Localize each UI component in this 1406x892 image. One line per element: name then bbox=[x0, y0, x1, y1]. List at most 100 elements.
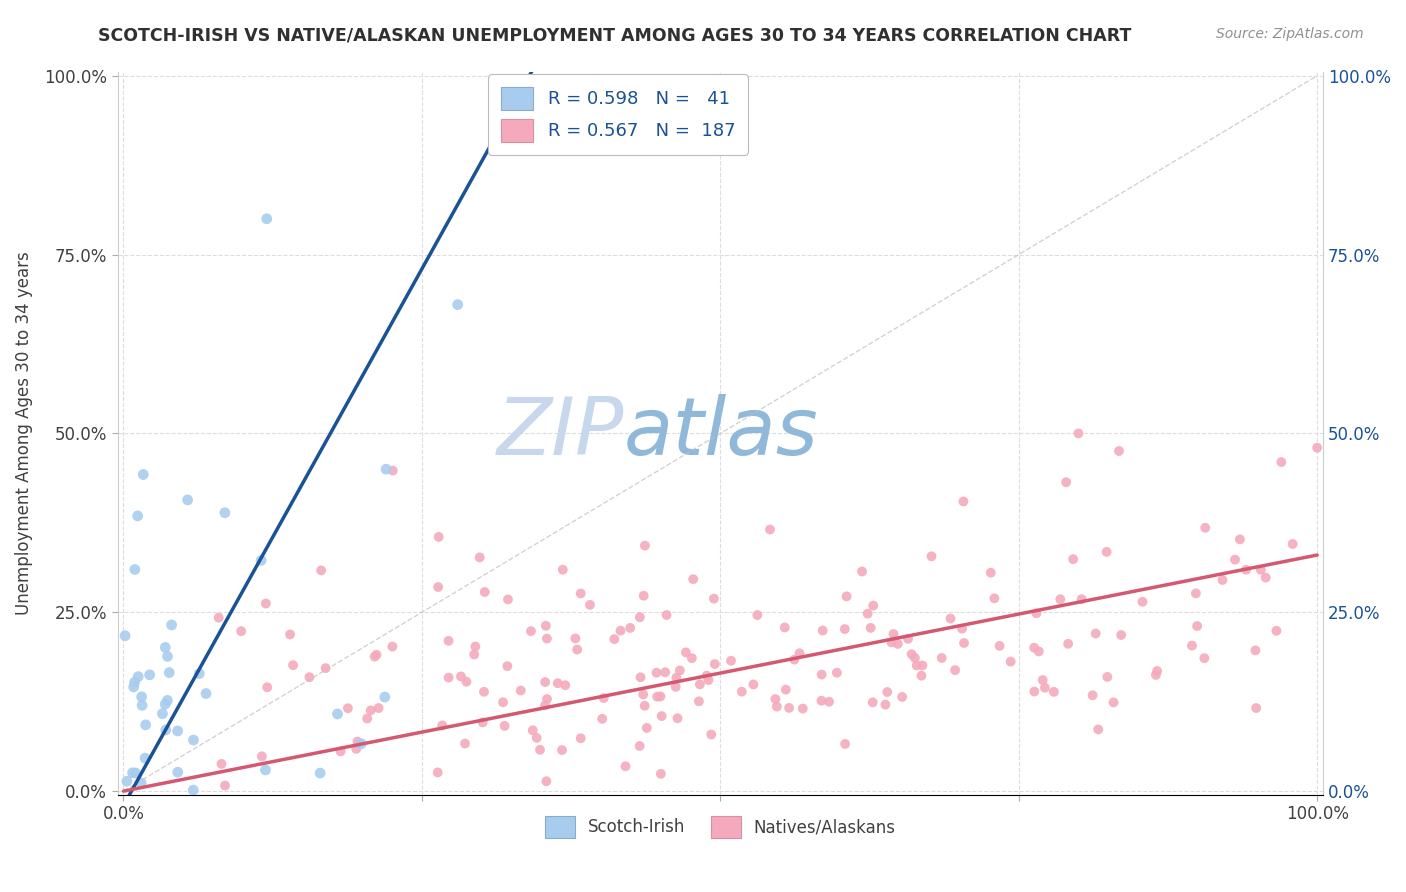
Point bbox=[121, 765, 143, 780]
Point bbox=[689, 677, 711, 691]
Point bbox=[454, 737, 477, 751]
Point bbox=[630, 670, 652, 684]
Point bbox=[876, 685, 898, 699]
Point bbox=[1087, 723, 1109, 737]
Point bbox=[250, 553, 273, 567]
Point bbox=[115, 774, 138, 789]
Point bbox=[1270, 455, 1292, 469]
Point bbox=[905, 658, 928, 673]
Point bbox=[534, 698, 557, 713]
Point bbox=[614, 759, 637, 773]
Point bbox=[569, 586, 592, 600]
Point bbox=[375, 462, 398, 476]
Legend: Scotch-Irish, Natives/Alaskans: Scotch-Irish, Natives/Alaskans bbox=[538, 809, 903, 844]
Point bbox=[1281, 537, 1303, 551]
Point bbox=[447, 298, 470, 312]
Point bbox=[122, 680, 145, 694]
Point bbox=[551, 563, 574, 577]
Point bbox=[367, 701, 389, 715]
Point bbox=[183, 733, 205, 747]
Point bbox=[579, 598, 602, 612]
Point bbox=[904, 651, 927, 665]
Point bbox=[1081, 689, 1104, 703]
Point bbox=[742, 677, 765, 691]
Point bbox=[356, 712, 378, 726]
Point bbox=[529, 743, 551, 757]
Point bbox=[254, 763, 277, 777]
Point bbox=[1062, 552, 1084, 566]
Point bbox=[1070, 592, 1092, 607]
Point bbox=[494, 719, 516, 733]
Point bbox=[1194, 521, 1216, 535]
Point bbox=[834, 622, 856, 636]
Point bbox=[988, 639, 1011, 653]
Point bbox=[943, 663, 966, 677]
Point bbox=[160, 618, 183, 632]
Point bbox=[534, 619, 557, 633]
Point bbox=[155, 723, 177, 737]
Point bbox=[953, 636, 976, 650]
Point bbox=[315, 661, 337, 675]
Point bbox=[783, 652, 806, 666]
Point bbox=[298, 670, 321, 684]
Point bbox=[432, 718, 454, 732]
Point bbox=[131, 690, 153, 704]
Point bbox=[114, 629, 136, 643]
Point bbox=[344, 742, 367, 756]
Point bbox=[688, 694, 710, 708]
Point bbox=[645, 690, 668, 704]
Point bbox=[834, 737, 856, 751]
Point bbox=[1067, 426, 1090, 441]
Point bbox=[825, 665, 848, 680]
Point bbox=[835, 590, 858, 604]
Point bbox=[665, 671, 688, 685]
Point bbox=[309, 563, 332, 577]
Point bbox=[1132, 595, 1154, 609]
Point bbox=[939, 611, 962, 625]
Point bbox=[195, 687, 218, 701]
Point bbox=[250, 749, 273, 764]
Point bbox=[654, 665, 676, 680]
Point bbox=[211, 756, 233, 771]
Point bbox=[1000, 655, 1022, 669]
Point bbox=[983, 591, 1005, 606]
Point bbox=[1146, 664, 1168, 678]
Point bbox=[628, 739, 651, 753]
Point bbox=[474, 585, 496, 599]
Point bbox=[696, 668, 718, 682]
Point bbox=[135, 718, 157, 732]
Point bbox=[427, 580, 450, 594]
Point bbox=[1250, 563, 1272, 577]
Point bbox=[645, 665, 668, 680]
Point bbox=[789, 646, 811, 660]
Point bbox=[665, 680, 688, 694]
Point bbox=[471, 715, 494, 730]
Point bbox=[634, 539, 657, 553]
Point bbox=[891, 690, 914, 704]
Point bbox=[792, 701, 814, 715]
Point bbox=[526, 731, 548, 745]
Point bbox=[818, 695, 841, 709]
Point bbox=[350, 737, 373, 751]
Point bbox=[1054, 475, 1077, 490]
Point bbox=[231, 624, 253, 639]
Point bbox=[127, 508, 149, 523]
Point bbox=[859, 621, 882, 635]
Point bbox=[1223, 552, 1246, 566]
Point bbox=[214, 779, 236, 793]
Point bbox=[152, 706, 174, 721]
Point bbox=[496, 659, 519, 673]
Point bbox=[1212, 573, 1234, 587]
Point bbox=[1306, 441, 1329, 455]
Point bbox=[952, 494, 974, 508]
Point bbox=[567, 642, 589, 657]
Point bbox=[669, 664, 692, 678]
Y-axis label: Unemployment Among Ages 30 to 34 years: Unemployment Among Ages 30 to 34 years bbox=[15, 252, 32, 615]
Point bbox=[129, 776, 152, 790]
Point bbox=[636, 721, 658, 735]
Point bbox=[496, 592, 519, 607]
Point bbox=[381, 464, 404, 478]
Point bbox=[329, 744, 352, 758]
Point bbox=[950, 622, 973, 636]
Point bbox=[810, 667, 832, 681]
